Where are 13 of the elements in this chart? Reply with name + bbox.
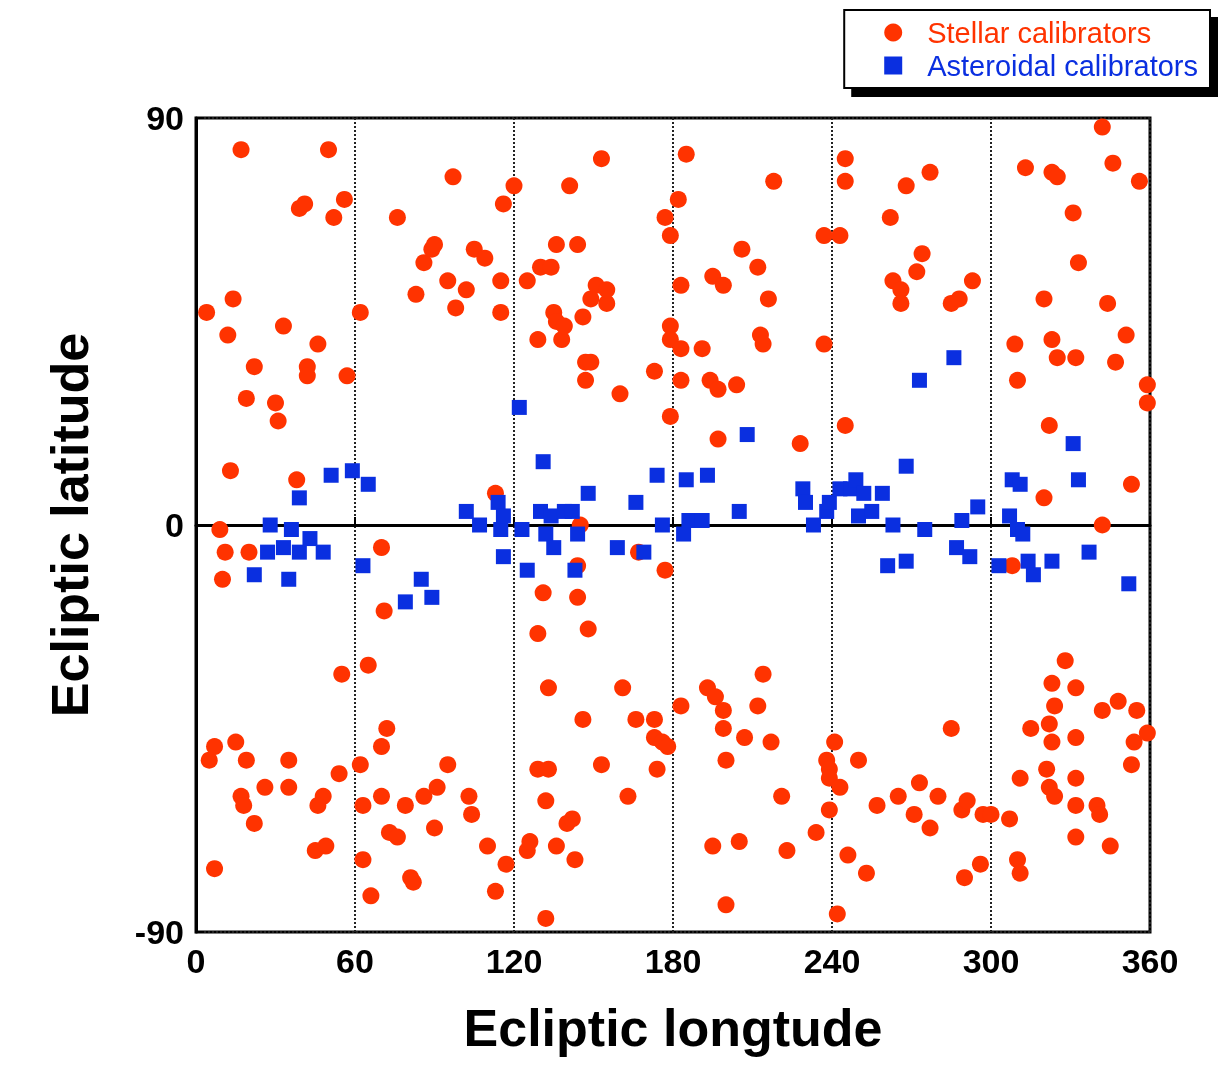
y-tick-label: -90: [134, 913, 184, 951]
x-tick-label: 300: [962, 942, 1020, 980]
x-tick-label: 240: [803, 942, 861, 980]
y-axis-title: Ecliptic latitude: [41, 332, 99, 718]
legend-label: Asteroidal calibrators: [927, 49, 1199, 82]
x-tick-label: 120: [485, 942, 543, 980]
x-tick-label: 180: [644, 942, 702, 980]
x-axis-title: Ecliptic longtude: [463, 999, 883, 1057]
legend-label: Stellar calibrators: [927, 16, 1152, 49]
y-tick-label: 90: [146, 99, 184, 137]
x-tick-label: 360: [1121, 942, 1179, 980]
x-tick-label: 60: [336, 942, 374, 980]
y-tick-label: 0: [165, 506, 184, 544]
